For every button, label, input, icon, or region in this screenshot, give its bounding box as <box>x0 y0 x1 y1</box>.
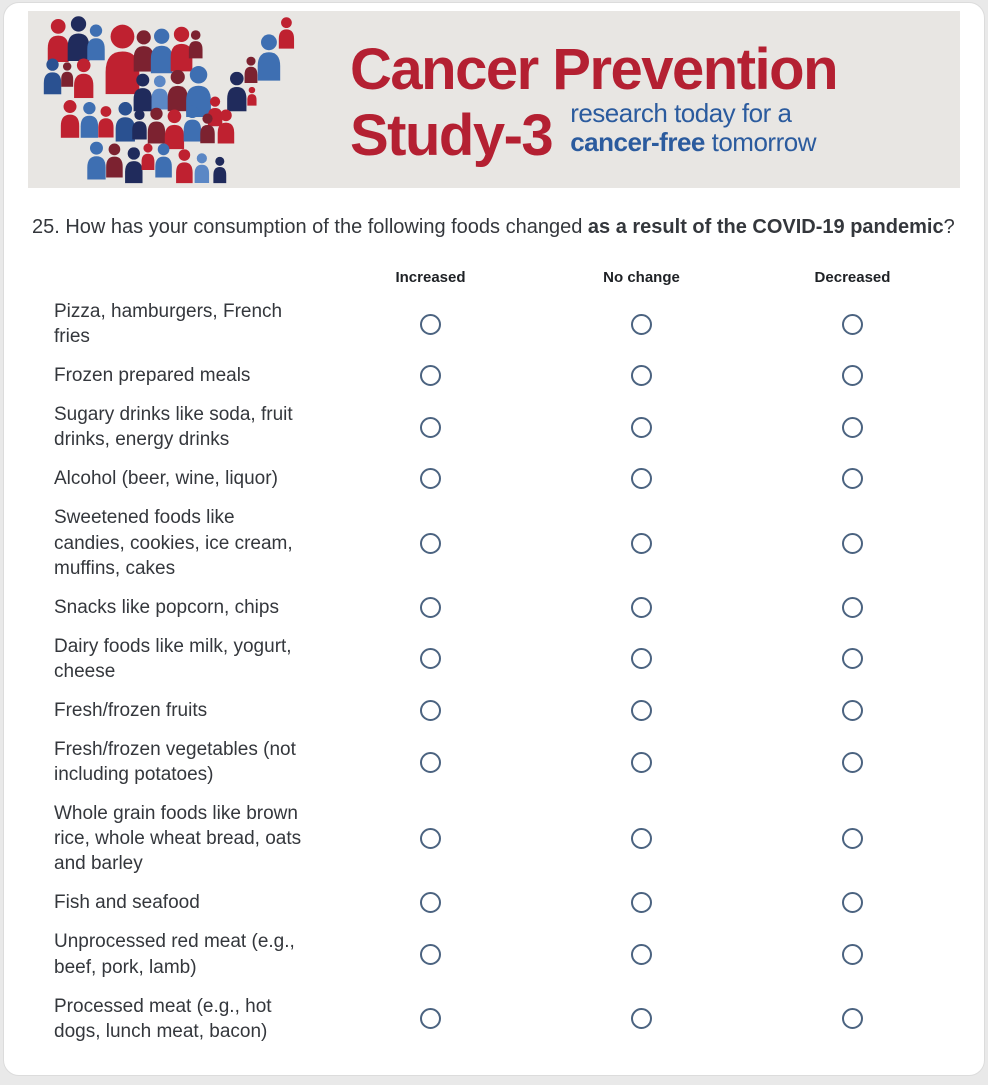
radio-no-change[interactable] <box>631 416 652 438</box>
food-row: Sweetened foods like candies, cookies, i… <box>30 498 958 587</box>
food-rows: Pizza, hamburgers, French fries Frozen p… <box>30 292 958 1051</box>
food-label: Whole grain foods like brown rice, whole… <box>54 803 302 875</box>
radio-decreased[interactable] <box>842 751 863 773</box>
radio-increased[interactable] <box>420 365 441 387</box>
column-header-increased: Increased <box>395 269 466 286</box>
radio-decreased[interactable] <box>842 944 863 966</box>
cps3-title-block: Cancer Prevention Study-3 research today… <box>350 34 839 168</box>
food-row: Fresh/frozen fruits <box>30 691 958 730</box>
radio-no-change[interactable] <box>631 532 652 554</box>
radio-decreased[interactable] <box>842 532 863 554</box>
tagline-line1: research today for a <box>570 98 792 129</box>
radio-increased[interactable] <box>420 416 441 438</box>
radio-no-change[interactable] <box>631 944 652 966</box>
radio-no-change[interactable] <box>631 468 652 490</box>
survey-card: Cancer Prevention Study-3 research today… <box>3 2 985 1076</box>
cps3-tagline: research today for a cancer-free tomorro… <box>570 99 816 156</box>
question-lead: 25. How has your consumption of the foll… <box>32 216 588 238</box>
cps3-header-banner: Cancer Prevention Study-3 research today… <box>28 11 960 188</box>
food-row: Pizza, hamburgers, French fries <box>30 292 958 356</box>
column-header-decreased: Decreased <box>814 269 891 286</box>
radio-increased[interactable] <box>420 944 441 966</box>
radio-decreased[interactable] <box>842 365 863 387</box>
food-row: Dairy foods like milk, yogurt, cheese <box>30 627 958 691</box>
food-label: Pizza, hamburgers, French fries <box>54 301 283 348</box>
food-label: Alcohol (beer, wine, liquor) <box>54 468 278 490</box>
radio-increased[interactable] <box>420 1008 441 1030</box>
radio-decreased[interactable] <box>842 468 863 490</box>
radio-decreased[interactable] <box>842 648 863 670</box>
question-bold: as a result of the COVID-19 pandemic <box>587 216 944 238</box>
radio-increased[interactable] <box>420 313 441 335</box>
radio-increased[interactable] <box>420 892 441 914</box>
radio-no-change[interactable] <box>631 313 652 335</box>
food-label: Dairy foods like milk, yogurt, cheese <box>54 635 292 682</box>
radio-no-change[interactable] <box>631 699 652 721</box>
question-tail: ? <box>943 216 955 238</box>
radio-no-change[interactable] <box>631 648 652 670</box>
radio-decreased[interactable] <box>842 699 863 721</box>
radio-decreased[interactable] <box>842 828 863 850</box>
food-row: Frozen prepared meals <box>30 356 958 395</box>
radio-no-change[interactable] <box>631 1008 652 1030</box>
food-row: Unprocessed red meat (e.g., beef, pork, … <box>30 922 958 986</box>
food-row: Fresh/frozen vegetables (not including p… <box>30 730 958 794</box>
radio-decreased[interactable] <box>842 416 863 438</box>
radio-no-change[interactable] <box>631 751 652 773</box>
radio-increased[interactable] <box>420 532 441 554</box>
food-row: Snacks like popcorn, chips <box>30 588 958 627</box>
radio-decreased[interactable] <box>842 596 863 618</box>
food-label: Unprocessed red meat (e.g., beef, pork, … <box>54 931 295 978</box>
tagline-rest: tomorrow <box>704 127 817 158</box>
food-label: Sweetened foods like candies, cookies, i… <box>54 507 293 579</box>
food-row: Whole grain foods like brown rice, whole… <box>30 794 958 883</box>
radio-no-change[interactable] <box>631 365 652 387</box>
people-map-logo <box>43 15 295 183</box>
radio-decreased[interactable] <box>842 313 863 335</box>
radio-no-change[interactable] <box>631 596 652 618</box>
radio-decreased[interactable] <box>842 892 863 914</box>
food-label: Fresh/frozen vegetables (not including p… <box>54 739 296 786</box>
food-matrix: Increased No change Decreased Pizza, ham… <box>28 259 960 1051</box>
food-label: Sugary drinks like soda, fruit drinks, e… <box>54 404 293 451</box>
radio-decreased[interactable] <box>842 1008 863 1030</box>
cps3-title-line2: Study-3 <box>350 102 554 168</box>
radio-increased[interactable] <box>420 648 441 670</box>
tagline-bold: cancer-free <box>570 127 705 158</box>
radio-no-change[interactable] <box>631 828 652 850</box>
food-row: Processed meat (e.g., hot dogs, lunch me… <box>30 987 958 1051</box>
radio-increased[interactable] <box>420 596 441 618</box>
food-label: Frozen prepared meals <box>54 365 251 387</box>
food-label: Fish and seafood <box>54 892 200 914</box>
food-row: Sugary drinks like soda, fruit drinks, e… <box>30 395 958 459</box>
matrix-column-headers: Increased No change Decreased <box>30 259 958 292</box>
page-bottom-gap <box>0 1076 988 1084</box>
food-row: Fish and seafood <box>30 883 958 922</box>
food-label: Fresh/frozen fruits <box>54 699 208 721</box>
column-header-no-change: No change <box>603 269 680 286</box>
radio-increased[interactable] <box>420 699 441 721</box>
radio-increased[interactable] <box>420 468 441 490</box>
question-25-text: 25. How has your consumption of the foll… <box>28 188 960 259</box>
food-label: Processed meat (e.g., hot dogs, lunch me… <box>54 995 272 1042</box>
radio-increased[interactable] <box>420 828 441 850</box>
food-row: Alcohol (beer, wine, liquor) <box>30 459 958 498</box>
radio-increased[interactable] <box>420 751 441 773</box>
cps3-title-line1: Cancer Prevention <box>350 37 839 103</box>
radio-no-change[interactable] <box>631 892 652 914</box>
food-label: Snacks like popcorn, chips <box>54 596 279 618</box>
